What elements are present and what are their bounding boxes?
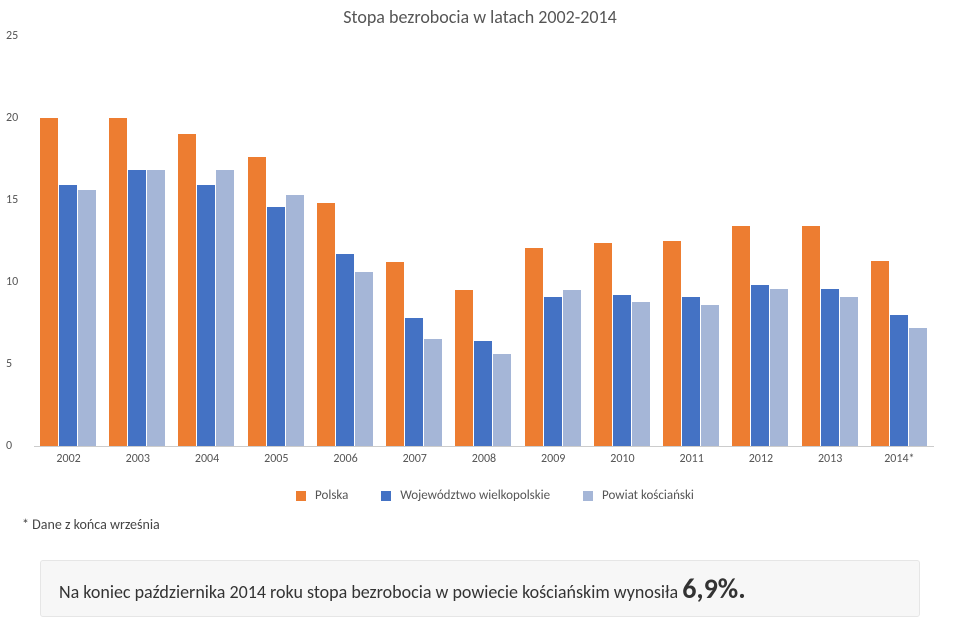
bar-polska-2013 (802, 226, 820, 446)
bar-wojew-dztwo-wielkopolskie-2005 (267, 207, 285, 446)
bar-powiat-ko-cia-ski-2010 (632, 302, 650, 446)
y-tick-0: 0 (6, 439, 12, 453)
x-label-2009: 2009 (519, 452, 588, 466)
legend-label-koscianski: Powiat kościański (602, 488, 694, 503)
y-tick-5: 5 (6, 357, 12, 371)
callout-text: Na koniec października 2014 roku stopa b… (59, 581, 682, 603)
x-label-2011: 2011 (657, 452, 726, 466)
y-tick-10: 10 (6, 275, 18, 289)
bar-powiat-ko-cia-ski-2004 (216, 170, 234, 446)
chart-legend: Polska Województwo wielkopolskie Powiat … (0, 488, 960, 503)
x-label-2006: 2006 (311, 452, 380, 466)
bar-wojew-dztwo-wielkopolskie-2014* (890, 315, 908, 446)
bar-powiat-ko-cia-ski-2013 (840, 297, 858, 446)
chart-plot-area (34, 36, 934, 447)
bar-polska-2009 (525, 248, 543, 446)
x-label-2005: 2005 (242, 452, 311, 466)
bar-powiat-ko-cia-ski-2009 (563, 290, 581, 446)
bar-polska-2007 (386, 262, 404, 446)
bar-wojew-dztwo-wielkopolskie-2011 (682, 297, 700, 446)
bar-powiat-ko-cia-ski-2007 (424, 339, 442, 446)
legend-label-wielkopolskie: Województwo wielkopolskie (400, 488, 550, 503)
legend-swatch-polska (296, 491, 306, 501)
bar-polska-2005 (248, 157, 266, 446)
bar-polska-2006 (317, 203, 335, 446)
x-label-2012: 2012 (726, 452, 795, 466)
bar-powiat-ko-cia-ski-2011 (701, 305, 719, 446)
bar-wojew-dztwo-wielkopolskie-2008 (474, 341, 492, 446)
footnote: * Dane z końca września (22, 516, 160, 533)
bar-polska-2002 (40, 118, 58, 446)
y-tick-20: 20 (6, 111, 18, 125)
bar-powiat-ko-cia-ski-2005 (286, 195, 304, 446)
bar-wojew-dztwo-wielkopolskie-2003 (128, 170, 146, 446)
callout-value: 6,9%. (682, 571, 746, 606)
y-tick-25: 25 (6, 29, 18, 43)
bar-wojew-dztwo-wielkopolskie-2010 (613, 295, 631, 446)
bar-wojew-dztwo-wielkopolskie-2006 (336, 254, 354, 446)
bar-powiat-ko-cia-ski-2008 (493, 354, 511, 446)
bar-polska-2010 (594, 243, 612, 446)
y-tick-15: 15 (6, 193, 18, 207)
chart-title: Stopa bezrobocia w latach 2002-2014 (0, 6, 960, 28)
bar-polska-2011 (663, 241, 681, 446)
bar-powiat-ko-cia-ski-2012 (770, 289, 788, 446)
bar-wojew-dztwo-wielkopolskie-2012 (751, 285, 769, 446)
bar-wojew-dztwo-wielkopolskie-2007 (405, 318, 423, 446)
x-label-2013: 2013 (796, 452, 865, 466)
bar-polska-2003 (109, 118, 127, 446)
legend-label-polska: Polska (315, 488, 348, 503)
x-label-2003: 2003 (103, 452, 172, 466)
x-label-2008: 2008 (449, 452, 518, 466)
summary-callout: Na koniec października 2014 roku stopa b… (40, 560, 920, 617)
bar-powiat-ko-cia-ski-2003 (147, 170, 165, 446)
bar-polska-2012 (732, 226, 750, 446)
bar-powiat-ko-cia-ski-2014* (909, 328, 927, 446)
bar-wojew-dztwo-wielkopolskie-2009 (544, 297, 562, 446)
bar-powiat-ko-cia-ski-2002 (78, 190, 96, 446)
x-label-2010: 2010 (588, 452, 657, 466)
bar-wojew-dztwo-wielkopolskie-2013 (821, 289, 839, 446)
x-label-2002: 2002 (34, 452, 103, 466)
bar-powiat-ko-cia-ski-2006 (355, 272, 373, 446)
legend-swatch-koscianski (583, 491, 593, 501)
x-label-2007: 2007 (380, 452, 449, 466)
bar-polska-2004 (178, 134, 196, 446)
bar-polska-2008 (455, 290, 473, 446)
x-label-2014*: 2014* (865, 452, 934, 466)
bar-wojew-dztwo-wielkopolskie-2004 (197, 185, 215, 446)
x-label-2004: 2004 (172, 452, 241, 466)
bar-polska-2014* (871, 261, 889, 446)
bar-wojew-dztwo-wielkopolskie-2002 (59, 185, 77, 446)
legend-swatch-wielkopolskie (381, 491, 391, 501)
